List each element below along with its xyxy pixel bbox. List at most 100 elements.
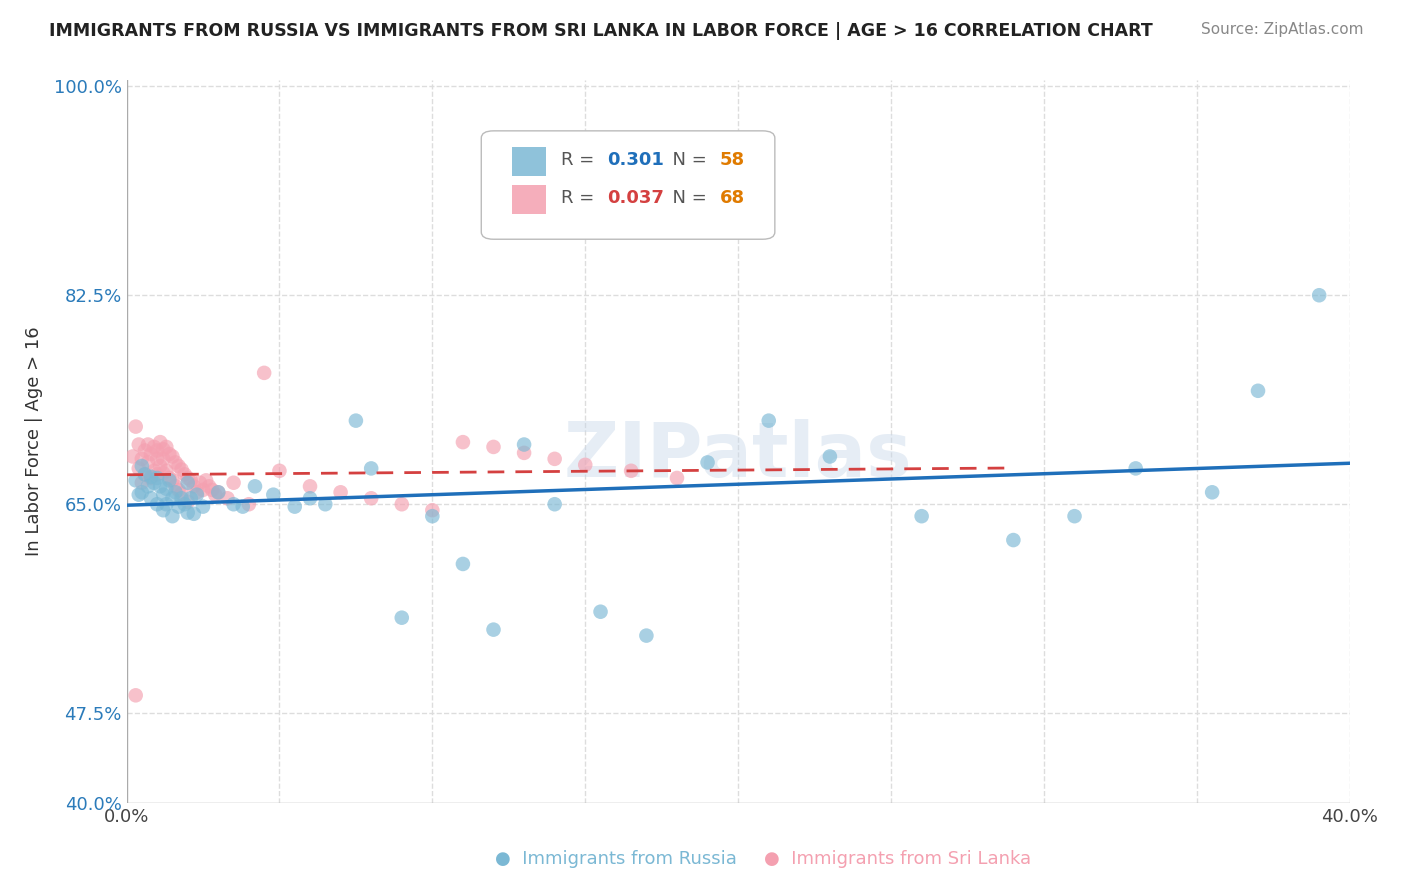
Point [152, 466, 174, 480]
Point [152, 488, 174, 502]
Point [222, 497, 245, 511]
Point [217, 491, 239, 506]
Point [186, 485, 208, 500]
Point [134, 443, 156, 458]
Point [143, 440, 166, 454]
Point [134, 467, 156, 482]
Point [143, 464, 166, 478]
Point [574, 458, 596, 472]
Point [758, 414, 780, 428]
Text: IMMIGRANTS FROM RUSSIA VS IMMIGRANTS FROM SRI LANKA IN LABOR FORCE | AGE > 16 CO: IMMIGRANTS FROM RUSSIA VS IMMIGRANTS FRO… [49, 22, 1153, 40]
Point [146, 497, 169, 511]
Point [155, 440, 177, 454]
Point [391, 497, 413, 511]
Point [162, 450, 184, 464]
Point [155, 482, 177, 496]
Point [451, 435, 474, 450]
Point [136, 479, 159, 493]
Point [152, 503, 174, 517]
Point [201, 483, 224, 497]
Point [253, 366, 276, 380]
Point [543, 497, 565, 511]
Point [131, 451, 153, 466]
Point [177, 506, 200, 520]
Point [167, 500, 190, 514]
Point [589, 605, 612, 619]
Point [360, 491, 382, 506]
Point [183, 507, 205, 521]
Point [128, 437, 150, 451]
Point [696, 455, 718, 469]
Point [143, 475, 166, 490]
Point [167, 458, 190, 473]
Point [121, 450, 143, 464]
Point [299, 491, 322, 506]
Point [177, 475, 200, 490]
Text: 0.301: 0.301 [607, 151, 664, 169]
Point [152, 442, 174, 457]
Point [167, 483, 190, 497]
Point [177, 495, 200, 509]
Point [314, 497, 336, 511]
Point [146, 467, 169, 482]
Point [188, 475, 211, 490]
Point [146, 443, 169, 458]
Point [207, 485, 229, 500]
FancyBboxPatch shape [512, 147, 546, 176]
Point [191, 483, 214, 497]
Point [139, 447, 162, 461]
Point [513, 437, 536, 451]
Point [360, 461, 382, 475]
Point [134, 467, 156, 482]
Point [818, 450, 841, 464]
Point [131, 485, 153, 500]
Text: N =: N = [661, 189, 713, 207]
FancyBboxPatch shape [481, 131, 775, 239]
Point [422, 503, 444, 517]
Point [207, 485, 229, 500]
Point [165, 479, 187, 493]
Point [191, 500, 214, 514]
Point [162, 491, 184, 506]
Text: 68: 68 [720, 189, 745, 207]
Text: ZIPatlas: ZIPatlas [564, 419, 912, 493]
Point [177, 471, 200, 485]
Point [451, 557, 474, 571]
Point [149, 435, 172, 450]
Point [1002, 533, 1025, 547]
Point [165, 455, 187, 469]
Point [125, 689, 148, 703]
Point [131, 475, 153, 490]
Point [183, 479, 205, 493]
Point [198, 479, 221, 493]
Text: 58: 58 [720, 151, 745, 169]
Point [620, 464, 643, 478]
Point [243, 479, 266, 493]
Point [157, 471, 180, 485]
Point [636, 629, 658, 643]
Point [543, 451, 565, 466]
Point [173, 497, 195, 511]
Point [180, 491, 202, 506]
Text: R =: R = [561, 151, 600, 169]
Text: ●  Immigrants from Russia: ● Immigrants from Russia [495, 850, 737, 868]
Point [269, 464, 291, 478]
Point [299, 479, 322, 493]
Point [146, 451, 169, 466]
Point [125, 474, 148, 488]
Text: R =: R = [561, 189, 600, 207]
Point [165, 485, 187, 500]
Point [666, 471, 689, 485]
Point [195, 474, 218, 488]
Point [157, 447, 180, 461]
Point [204, 488, 226, 502]
Point [139, 491, 162, 506]
Point [170, 486, 193, 500]
Point [1201, 485, 1223, 500]
Point [152, 451, 174, 466]
Point [262, 488, 284, 502]
Point [1125, 461, 1147, 475]
Point [155, 464, 177, 478]
Point [131, 458, 153, 473]
Text: Source: ZipAtlas.com: Source: ZipAtlas.com [1201, 22, 1364, 37]
